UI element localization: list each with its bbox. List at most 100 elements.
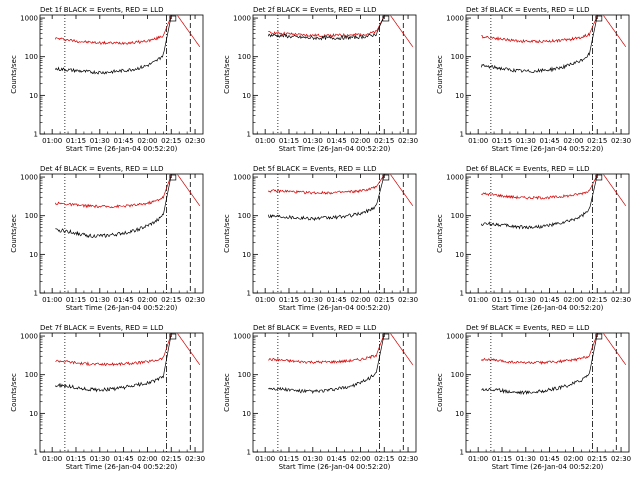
lld-series-line bbox=[54, 174, 172, 209]
plot-frame bbox=[465, 332, 630, 453]
x-tick-label: 01:15 bbox=[492, 455, 512, 463]
x-tick-label: 02:00 bbox=[350, 455, 370, 463]
x-tick-label: 02:00 bbox=[350, 137, 370, 145]
lld-decay-line bbox=[390, 174, 414, 207]
events-series-line bbox=[480, 15, 598, 74]
chart-title: Det 4f BLACK = Events, RED = LLD bbox=[40, 165, 163, 173]
x-tick-label: 02:30 bbox=[398, 137, 418, 145]
chart-title: Det 1f BLACK = Events, RED = LLD bbox=[40, 6, 163, 14]
x-tick-label: 01:30 bbox=[303, 137, 323, 145]
chart-title: Det 8f BLACK = Events, RED = LLD bbox=[253, 324, 376, 332]
x-tick-label: 01:00 bbox=[255, 137, 275, 145]
y-tick-label: 100 bbox=[451, 371, 464, 379]
chart-panel-7: Det 7f BLACK = Events, RED = LLD 1 10 100 10… bbox=[10, 324, 205, 471]
lld-series-line bbox=[54, 15, 172, 45]
x-axis-label: Start Time (26-Jan-04 00:52:20) bbox=[492, 463, 604, 471]
x-tick-label: 02:30 bbox=[185, 296, 205, 304]
plot-frame bbox=[252, 14, 417, 135]
lld-decay-line bbox=[177, 333, 201, 366]
x-axis-label: Start Time (26-Jan-04 00:52:20) bbox=[279, 463, 391, 471]
plot-frame bbox=[465, 14, 630, 135]
x-tick-label: 01:15 bbox=[279, 455, 299, 463]
x-tick-label: 01:45 bbox=[114, 455, 134, 463]
y-tick-label: 1 bbox=[460, 290, 464, 298]
y-tick-label: 1 bbox=[247, 449, 251, 457]
x-tick-label: 01:00 bbox=[255, 296, 275, 304]
events-series-line bbox=[267, 15, 385, 41]
x-tick-label: 01:15 bbox=[66, 296, 86, 304]
lld-series-line bbox=[268, 174, 385, 195]
y-axis-label: Counts/sec bbox=[223, 55, 231, 94]
chart-panel-5: Det 5f BLACK = Events, RED = LLD 1 10 100 10… bbox=[223, 165, 418, 312]
y-axis-label: Counts/sec bbox=[10, 214, 18, 253]
lld-series-line bbox=[55, 333, 172, 367]
y-tick-label: 1 bbox=[247, 290, 251, 298]
x-axis-label: Start Time (26-Jan-04 00:52:20) bbox=[279, 145, 391, 153]
y-axis-label: Counts/sec bbox=[436, 55, 444, 94]
top-marker-box bbox=[595, 333, 603, 340]
x-tick-label: 01:15 bbox=[66, 137, 86, 145]
x-tick-label: 01:15 bbox=[66, 455, 86, 463]
y-axis-label: Counts/sec bbox=[436, 214, 444, 253]
y-axis-label: Counts/sec bbox=[10, 373, 18, 412]
x-tick-label: 01:15 bbox=[492, 296, 512, 304]
x-tick-label: 01:30 bbox=[90, 296, 110, 304]
chart-title: Det 7f BLACK = Events, RED = LLD bbox=[40, 324, 163, 332]
chart-title: Det 9f BLACK = Events, RED = LLD bbox=[466, 324, 589, 332]
x-tick-label: 01:00 bbox=[42, 455, 62, 463]
lld-decay-line bbox=[390, 333, 414, 366]
y-tick-label: 100 bbox=[238, 371, 251, 379]
events-series-line bbox=[268, 333, 385, 395]
x-tick-label: 02:30 bbox=[611, 296, 631, 304]
top-marker-box bbox=[169, 174, 177, 181]
x-tick-label: 01:45 bbox=[540, 296, 560, 304]
x-tick-label: 01:30 bbox=[516, 296, 536, 304]
x-tick-label: 01:45 bbox=[114, 296, 134, 304]
y-tick-label: 100 bbox=[25, 212, 38, 220]
chart-panel-2: Det 2f BLACK = Events, RED = LLD 1 10 100 10… bbox=[223, 6, 418, 153]
y-tick-label: 1 bbox=[34, 131, 38, 139]
y-tick-label: 10 bbox=[29, 410, 38, 418]
y-tick-label: 100 bbox=[238, 53, 251, 61]
lld-decay-line bbox=[177, 174, 201, 207]
lld-series-line bbox=[481, 174, 598, 201]
y-tick-label: 1 bbox=[34, 449, 38, 457]
x-tick-label: 01:00 bbox=[468, 455, 488, 463]
y-tick-label: 1000 bbox=[20, 15, 38, 23]
y-tick-label: 10 bbox=[455, 410, 464, 418]
x-tick-label: 01:15 bbox=[279, 296, 299, 304]
x-tick-label: 01:45 bbox=[327, 455, 347, 463]
x-tick-label: 02:30 bbox=[185, 455, 205, 463]
x-tick-label: 02:00 bbox=[137, 455, 157, 463]
x-tick-label: 01:30 bbox=[516, 137, 536, 145]
lld-decay-line bbox=[603, 174, 627, 207]
y-tick-label: 1 bbox=[460, 131, 464, 139]
lld-series-line bbox=[481, 333, 598, 366]
y-tick-label: 100 bbox=[451, 53, 464, 61]
y-tick-label: 1 bbox=[34, 290, 38, 298]
chart-panel-6: Det 6f BLACK = Events, RED = LLD 1 10 100 10… bbox=[436, 165, 631, 312]
chart-title: Det 5f BLACK = Events, RED = LLD bbox=[253, 165, 376, 173]
plot-frame bbox=[39, 173, 204, 294]
x-tick-label: 02:15 bbox=[587, 137, 607, 145]
x-tick-label: 01:00 bbox=[468, 296, 488, 304]
x-tick-label: 01:00 bbox=[42, 137, 62, 145]
x-axis-label: Start Time (26-Jan-04 00:52:20) bbox=[492, 304, 604, 312]
plot-frame bbox=[39, 14, 204, 135]
y-tick-label: 100 bbox=[25, 53, 38, 61]
lld-decay-line bbox=[390, 15, 414, 48]
x-tick-label: 01:45 bbox=[327, 137, 347, 145]
y-tick-label: 10 bbox=[29, 251, 38, 259]
x-tick-label: 02:00 bbox=[137, 137, 157, 145]
y-tick-label: 10 bbox=[242, 410, 251, 418]
top-marker-box bbox=[169, 333, 177, 340]
events-series-line bbox=[481, 333, 598, 396]
x-tick-label: 02:30 bbox=[398, 455, 418, 463]
y-tick-label: 100 bbox=[25, 371, 38, 379]
x-tick-label: 01:30 bbox=[303, 296, 323, 304]
y-tick-label: 1000 bbox=[233, 174, 251, 182]
x-tick-label: 01:45 bbox=[327, 296, 347, 304]
y-tick-label: 1000 bbox=[233, 15, 251, 23]
y-axis-label: Counts/sec bbox=[10, 55, 18, 94]
